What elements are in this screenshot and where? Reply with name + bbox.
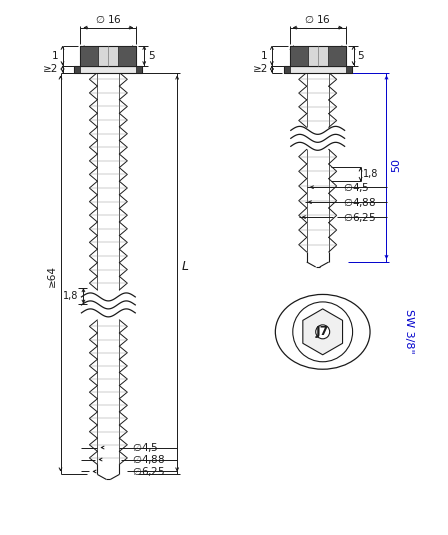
Polygon shape [327, 45, 345, 65]
Text: 5: 5 [148, 50, 155, 60]
Text: $\emptyset$6,25: $\emptyset$6,25 [343, 211, 376, 224]
Polygon shape [74, 65, 142, 73]
Polygon shape [303, 309, 343, 355]
Text: 1,8: 1,8 [63, 291, 78, 301]
Text: 5: 5 [358, 50, 364, 60]
Text: 50: 50 [392, 158, 401, 172]
Polygon shape [290, 45, 308, 65]
Text: $\emptyset$4,5: $\emptyset$4,5 [132, 441, 159, 454]
Text: $\emptyset$4,88: $\emptyset$4,88 [132, 453, 166, 466]
Text: 1: 1 [52, 50, 59, 60]
Text: 1: 1 [261, 50, 268, 60]
Polygon shape [345, 65, 352, 73]
Polygon shape [284, 65, 290, 73]
Text: $\emptyset$ 16: $\emptyset$ 16 [304, 13, 331, 25]
Text: L: L [182, 259, 189, 272]
Polygon shape [284, 65, 352, 73]
Circle shape [316, 325, 330, 339]
Text: $\emptyset$ 16: $\emptyset$ 16 [95, 13, 122, 25]
Text: ≥2: ≥2 [253, 64, 268, 74]
Text: $\emptyset$4,5: $\emptyset$4,5 [343, 181, 369, 194]
Polygon shape [81, 45, 99, 65]
Text: 1,8: 1,8 [362, 169, 378, 179]
Text: $\emptyset$4,88: $\emptyset$4,88 [343, 196, 376, 209]
Text: SW 3/8": SW 3/8" [405, 309, 414, 354]
Polygon shape [81, 45, 136, 65]
Text: ≥64: ≥64 [47, 265, 56, 287]
Polygon shape [136, 65, 142, 73]
Polygon shape [118, 45, 136, 65]
Text: $\emptyset$6,25: $\emptyset$6,25 [132, 465, 166, 478]
Text: J7: J7 [316, 325, 329, 338]
Polygon shape [290, 45, 345, 65]
Polygon shape [74, 65, 81, 73]
Text: ≥2: ≥2 [43, 64, 59, 74]
